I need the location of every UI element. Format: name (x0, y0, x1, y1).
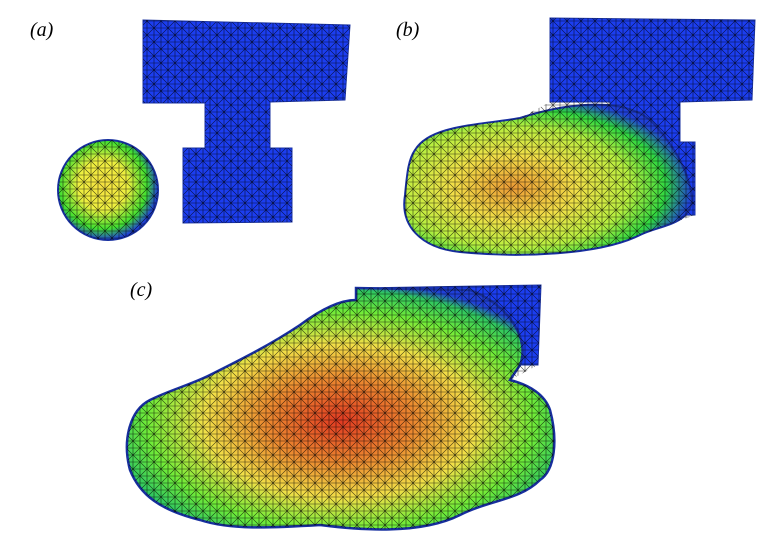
panel-label: (a) (30, 19, 54, 41)
mesh (404, 18, 755, 255)
panel-b: (b) (396, 17, 756, 256)
mesh (58, 140, 158, 240)
mesh (126, 285, 555, 530)
mesh (143, 20, 350, 223)
panel-c: (c) (125, 279, 556, 531)
panel-label: (c) (130, 279, 153, 301)
panel-label: (b) (396, 19, 420, 41)
panel-a: (a) (30, 19, 351, 241)
